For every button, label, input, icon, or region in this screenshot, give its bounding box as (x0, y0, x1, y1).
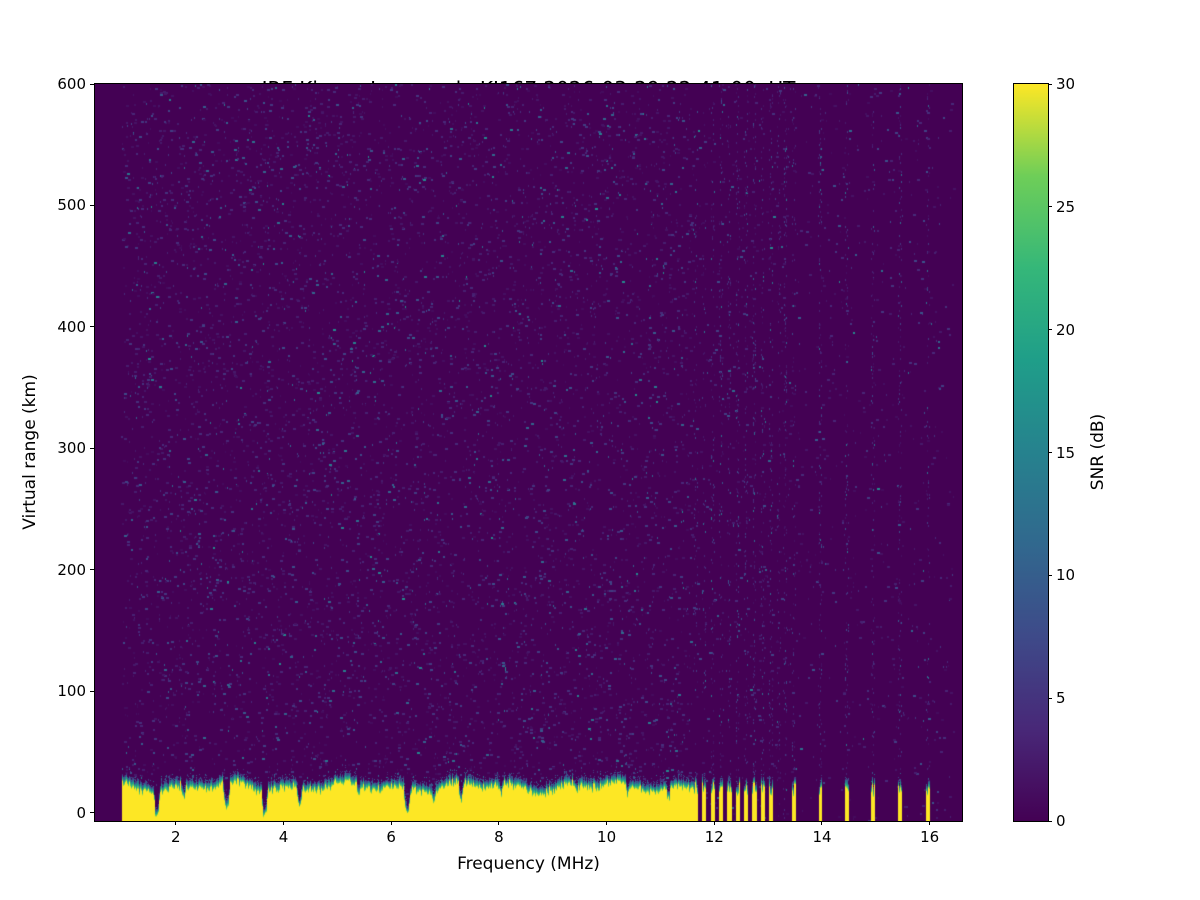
colorbar (1013, 83, 1049, 822)
y-tick-mark (90, 812, 94, 813)
y-axis-label-text: Virtual range (km) (20, 374, 40, 530)
colorbar-tick-label: 25 (1056, 197, 1076, 216)
y-tick-mark (90, 447, 94, 449)
colorbar-tick-label: 20 (1056, 320, 1076, 339)
x-tick-mark (390, 821, 392, 825)
colorbar-label-text: SNR (dB) (1088, 413, 1108, 491)
colorbar-gradient (1014, 84, 1048, 821)
colorbar-tick-mark (1048, 206, 1052, 208)
x-tick-label: 4 (278, 828, 289, 846)
colorbar-tick-mark (1048, 329, 1052, 331)
x-tick-mark (929, 821, 931, 825)
y-tick-label: 0 (76, 803, 86, 822)
x-tick-label: 8 (494, 828, 504, 846)
x-tick-mark (713, 821, 715, 825)
x-tick-mark (821, 821, 823, 825)
colorbar-tick-label: 5 (1056, 689, 1066, 708)
y-tick-label: 500 (57, 196, 86, 215)
colorbar-tick-mark (1048, 820, 1052, 822)
y-tick-mark (90, 326, 94, 328)
y-tick-label: 400 (57, 317, 86, 336)
x-tick-label: 2 (170, 828, 181, 846)
colorbar-tick-label: 15 (1056, 443, 1076, 462)
colorbar-tick-label: 10 (1056, 566, 1076, 585)
y-tick-mark (90, 569, 94, 571)
y-tick-mark (90, 83, 94, 85)
colorbar-tick-label: 30 (1056, 75, 1076, 93)
colorbar-tick-mark (1048, 574, 1052, 576)
y-tick-label: 300 (57, 439, 86, 458)
x-tick-label: 10 (597, 828, 617, 846)
x-tick-label: 6 (386, 828, 396, 846)
y-tick-mark (90, 690, 94, 692)
colorbar-tick-label: 0 (1056, 812, 1066, 830)
x-tick-label: 14 (812, 828, 832, 846)
x-tick-mark (606, 821, 608, 825)
x-tick-label: 16 (920, 828, 940, 846)
x-tick-label: 12 (704, 828, 724, 846)
x-axis-label: Frequency (MHz) (457, 854, 600, 874)
colorbar-tick-mark (1048, 452, 1052, 453)
x-tick-mark (175, 821, 177, 825)
plot-area (94, 83, 963, 822)
x-tick-mark (282, 821, 284, 825)
colorbar-tick-mark (1048, 697, 1052, 699)
y-tick-label: 100 (57, 682, 86, 701)
y-tick-label: 200 (57, 560, 86, 579)
y-tick-mark (90, 204, 94, 206)
x-tick-mark (498, 821, 500, 825)
y-tick-label: 600 (57, 75, 86, 93)
colorbar-tick-mark (1048, 83, 1052, 85)
heatmap-canvas (95, 84, 962, 821)
